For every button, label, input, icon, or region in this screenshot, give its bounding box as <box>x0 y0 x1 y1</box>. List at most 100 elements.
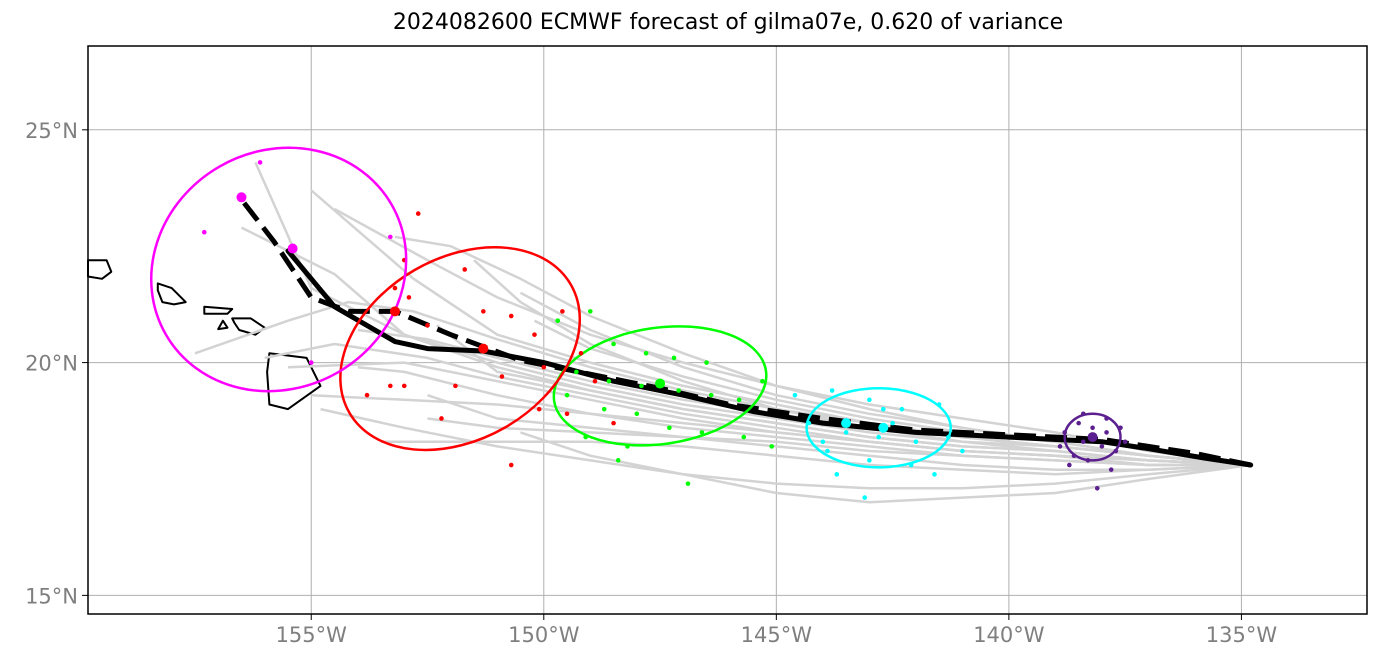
island-coastline <box>156 282 187 306</box>
cluster-member-point <box>564 411 570 417</box>
cluster-member-point <box>1085 458 1091 463</box>
cluster-ellipse <box>339 246 582 452</box>
cluster-member-point <box>843 430 849 435</box>
cluster-member-point <box>453 383 458 389</box>
y-tick-label: 25°N <box>25 119 78 143</box>
cluster-member-point <box>936 402 942 407</box>
cluster-center-marker <box>236 192 247 203</box>
cluster-member-point <box>481 309 486 314</box>
cluster-member-point <box>960 448 965 454</box>
cluster-member-point <box>415 211 421 216</box>
cluster-member-point <box>1080 439 1086 445</box>
cluster-member-point <box>1071 453 1077 459</box>
cluster-member-point <box>834 472 840 477</box>
cluster-member-point <box>201 229 207 235</box>
mean-tracks <box>239 198 1254 468</box>
cluster-member-point <box>606 378 612 384</box>
cluster-member-point <box>532 332 537 337</box>
cluster-member-point <box>932 472 937 477</box>
cluster-member-point <box>615 458 621 463</box>
cluster-member-point <box>667 425 672 431</box>
cluster-member-point <box>462 267 468 272</box>
control-track <box>239 198 1252 468</box>
ensemble-track <box>427 394 1251 471</box>
cluster-member-point <box>1104 416 1109 421</box>
cluster-member-point <box>736 397 742 403</box>
cluster-member-point <box>601 406 607 412</box>
cluster-member-point <box>708 392 714 398</box>
cluster-member-point <box>364 392 370 398</box>
cluster-member-point <box>1108 467 1114 472</box>
cluster-member-point <box>634 411 640 417</box>
cluster-center-marker <box>1087 432 1098 443</box>
cluster-member-point <box>439 416 444 421</box>
cluster-member-point <box>592 378 598 384</box>
ensemble-track <box>381 440 1251 476</box>
island-coastline <box>217 319 229 331</box>
ensemble-track <box>394 235 1251 467</box>
cluster-member-point <box>541 364 547 370</box>
cluster-member-point <box>587 309 593 314</box>
island-coastline <box>203 305 234 315</box>
cluster-member-point <box>769 444 774 449</box>
cluster-member-point <box>741 434 747 440</box>
cluster-member-point <box>704 360 709 365</box>
cluster-member-point <box>899 406 905 412</box>
cluster-member-point <box>913 439 919 445</box>
cluster-member-point <box>1076 420 1081 426</box>
cluster-center-marker <box>878 422 889 433</box>
cluster-member-point <box>676 388 681 393</box>
cluster-member-point <box>392 285 398 291</box>
x-tick-label: 145°W <box>741 623 813 647</box>
cluster-member-point <box>806 420 812 426</box>
cluster-ellipse <box>552 325 768 447</box>
x-tick-label: 155°W <box>276 623 348 647</box>
y-tick-label: 20°N <box>25 352 78 376</box>
coastlines <box>87 259 322 411</box>
cluster-member-point <box>1057 444 1063 449</box>
cluster-member-point <box>1080 411 1086 417</box>
cluster-member-point <box>611 420 616 426</box>
cluster-member-point <box>499 374 505 379</box>
cluster-member-point <box>1067 462 1072 468</box>
ensemble-track <box>427 417 1251 467</box>
cluster-member-point <box>1090 425 1095 431</box>
cluster-center-marker <box>389 306 400 317</box>
plot-frame <box>87 45 1368 615</box>
cluster-member-point <box>625 444 630 449</box>
cluster-member-point <box>792 392 798 398</box>
cluster-member-point <box>578 350 584 356</box>
x-tick-label: 140°W <box>973 623 1045 647</box>
map-title: 2024082600 ECMWF forecast of gilma07e, 0… <box>392 10 1064 35</box>
cluster-member-point <box>820 439 826 445</box>
cluster-center-marker <box>655 378 666 389</box>
cluster-member-point <box>425 323 430 328</box>
cluster-member-point <box>406 295 412 300</box>
cluster-ellipse <box>1063 412 1122 462</box>
axis-ticks: 155°W 150°W 145°W 140°W 135°W 15°N 20°N 25°N <box>25 119 1277 647</box>
cluster-member-point <box>583 434 588 440</box>
plot-area-background <box>88 46 1367 614</box>
cluster-member-point <box>685 481 691 486</box>
cluster-member-point <box>1062 430 1067 435</box>
cluster-member-point <box>555 318 561 323</box>
cluster-member-point <box>639 383 644 389</box>
cluster-member-point <box>946 434 951 440</box>
cluster-member-point <box>671 355 677 361</box>
cluster-member-point <box>401 383 407 389</box>
cluster-member-point <box>867 458 872 463</box>
y-tick-label: 15°N <box>25 584 78 608</box>
cluster-member-point <box>508 313 514 319</box>
ensemble-track <box>320 407 1251 490</box>
cluster-member-point <box>908 462 914 468</box>
cluster-member-point <box>643 350 649 356</box>
cluster-member-point <box>508 462 514 468</box>
cluster-member-point <box>699 430 705 435</box>
cluster-center-marker <box>841 418 852 429</box>
cluster-member-point <box>867 397 872 403</box>
cluster-member-point <box>1122 439 1128 445</box>
cluster-member-point <box>1099 444 1105 449</box>
cluster-member-point <box>862 495 868 500</box>
cluster-member-point <box>1104 430 1109 435</box>
cluster-member-point <box>890 420 895 426</box>
